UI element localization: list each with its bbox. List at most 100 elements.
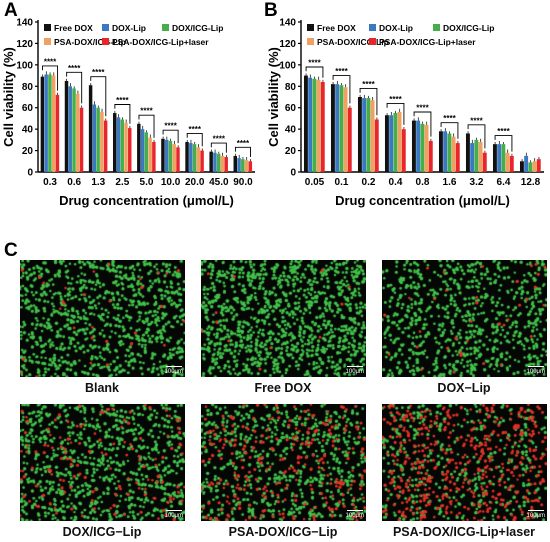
micrograph-1: 100μm bbox=[20, 260, 185, 377]
significance-label: **** bbox=[362, 80, 375, 89]
bar bbox=[209, 151, 213, 172]
x-tick-label: 5.0 bbox=[140, 177, 154, 188]
bar bbox=[339, 85, 344, 172]
bar bbox=[492, 144, 497, 172]
bar bbox=[343, 87, 348, 172]
significance-bracket bbox=[114, 104, 131, 124]
x-tick-label: 20.0 bbox=[185, 177, 205, 188]
significance-bracket bbox=[42, 65, 59, 91]
bar bbox=[470, 143, 475, 172]
significance-label: **** bbox=[188, 125, 201, 134]
micrograph-image bbox=[20, 260, 185, 377]
bar bbox=[465, 133, 470, 172]
significance-bracket bbox=[234, 146, 251, 157]
panel-label-c: C bbox=[4, 240, 18, 261]
bar bbox=[44, 74, 48, 172]
bar bbox=[384, 115, 389, 172]
x-tick-label: 2.5 bbox=[115, 177, 129, 188]
significance-label: **** bbox=[116, 96, 129, 105]
bar bbox=[389, 115, 394, 172]
bar bbox=[524, 155, 529, 172]
scale-label: 100μm bbox=[526, 369, 545, 375]
x-tick-label: 1.3 bbox=[91, 177, 105, 188]
bar bbox=[303, 75, 308, 172]
bar bbox=[68, 86, 72, 172]
scale-bar bbox=[347, 509, 363, 511]
micrograph-caption: DOX−Lip bbox=[437, 381, 491, 395]
bar bbox=[128, 128, 132, 172]
scale-bar bbox=[528, 509, 544, 511]
bar bbox=[200, 150, 204, 172]
bar bbox=[137, 123, 141, 172]
x-tick-label: 10.0 bbox=[161, 177, 181, 188]
bar bbox=[64, 80, 69, 172]
bar bbox=[536, 159, 541, 172]
significance-bracket bbox=[332, 75, 351, 104]
y-tick-label: 40 bbox=[285, 125, 297, 136]
x-tick-label: 0.2 bbox=[362, 177, 376, 188]
bar bbox=[116, 117, 121, 172]
x-tick-label: 6.4 bbox=[497, 177, 511, 188]
bar bbox=[148, 137, 152, 172]
bar bbox=[519, 161, 524, 172]
bar bbox=[213, 152, 217, 172]
bar bbox=[48, 74, 52, 172]
significance-bracket bbox=[66, 71, 83, 104]
bar bbox=[216, 153, 221, 172]
legend-label: PSA-DOX/ICG-Lip+laser bbox=[112, 37, 209, 47]
bar bbox=[220, 155, 225, 172]
bar bbox=[374, 119, 379, 172]
significance-label: **** bbox=[389, 95, 402, 104]
legend-label: DOX/ICG-Lip bbox=[443, 23, 494, 33]
micrograph-6: 100μm bbox=[382, 404, 547, 521]
y-tick-label: 120 bbox=[16, 39, 33, 50]
micrograph-image bbox=[382, 404, 547, 521]
legend-swatch bbox=[307, 38, 314, 45]
bar bbox=[482, 152, 487, 172]
significance-label: **** bbox=[68, 64, 81, 73]
bar bbox=[497, 144, 502, 172]
y-tick-label: 20 bbox=[22, 146, 34, 157]
x-tick-label: 45.0 bbox=[209, 177, 229, 188]
bar bbox=[244, 160, 249, 172]
legend-swatch bbox=[44, 24, 51, 31]
significance-bracket bbox=[186, 132, 203, 147]
legend-label: PSA-DOX/ICG-Lip bbox=[317, 37, 389, 47]
bar bbox=[79, 107, 84, 172]
bar bbox=[168, 140, 173, 172]
y-tick-label: 100 bbox=[279, 60, 296, 71]
significance-label: **** bbox=[443, 114, 456, 123]
micrograph-4: 100μm bbox=[20, 404, 185, 521]
significance-bracket bbox=[440, 122, 459, 139]
bar bbox=[347, 107, 352, 172]
legend-swatch bbox=[102, 38, 109, 45]
bar bbox=[120, 119, 124, 172]
bar bbox=[103, 120, 108, 172]
bar bbox=[416, 120, 421, 172]
x-tick-label: 12.8 bbox=[521, 177, 541, 188]
bar bbox=[161, 138, 165, 172]
bar bbox=[96, 107, 100, 172]
bar bbox=[224, 157, 228, 172]
bar bbox=[474, 139, 479, 172]
bar bbox=[233, 155, 238, 172]
significance-bracket bbox=[162, 129, 179, 144]
bar bbox=[144, 132, 149, 172]
significance-label: **** bbox=[213, 135, 226, 144]
bar bbox=[528, 162, 533, 172]
bar bbox=[335, 84, 340, 172]
x-tick-label: 0.6 bbox=[67, 177, 81, 188]
bar bbox=[451, 136, 456, 172]
bar bbox=[330, 84, 335, 172]
legend-label: PSA-DOX/ICG-Lip bbox=[54, 37, 126, 47]
y-tick-label: 140 bbox=[279, 18, 296, 29]
scale-label: 100μm bbox=[345, 369, 364, 375]
micrograph-5: 100μm bbox=[201, 404, 366, 521]
bar bbox=[366, 98, 371, 172]
micrograph-image bbox=[201, 260, 366, 377]
micrograph-2: 100μm bbox=[201, 260, 366, 377]
y-tick-label: 80 bbox=[22, 82, 34, 93]
bar bbox=[447, 133, 452, 172]
bar bbox=[411, 120, 416, 172]
bar bbox=[55, 94, 60, 172]
